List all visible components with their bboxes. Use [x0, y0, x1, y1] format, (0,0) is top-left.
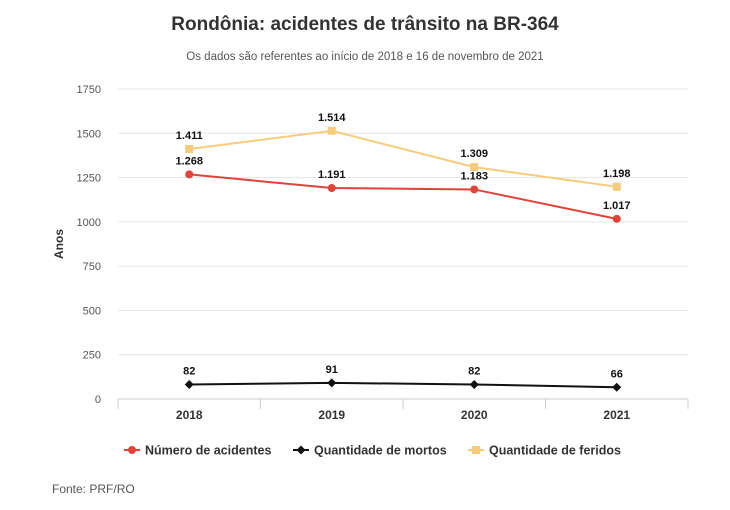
legend-marker — [128, 446, 136, 454]
source-note: Fonte: PRF/RO — [52, 482, 135, 496]
x-tick-label: 2018 — [176, 408, 203, 422]
legend-item: Quantidade de feridos — [468, 444, 621, 458]
legend: Número de acidentes Quantidade de mortos Q… — [124, 444, 621, 458]
chart-title: Rondônia: acidentes de trânsito na BR-36… — [171, 14, 559, 35]
data-label: 82 — [183, 365, 195, 377]
data-label: 1.411 — [176, 130, 203, 142]
series-line — [189, 381, 617, 389]
series-layer: 1.411 1.514 1.309 1.198 1.268 1.191 1.183 1.017… — [175, 112, 631, 392]
data-label: 66 — [611, 368, 623, 380]
data-point — [184, 379, 194, 389]
x-tick-label: 2020 — [461, 408, 488, 422]
y-tick-label: 750 — [83, 261, 101, 273]
series-0: 1.268 1.191 1.183 1.017 — [175, 155, 631, 223]
series-1: 82 91 82 66 — [183, 364, 623, 392]
legend-item: Quantidade de mortos — [293, 444, 447, 458]
data-label: 1.017 — [603, 200, 631, 212]
data-point — [327, 184, 336, 193]
series-2: 1.411 1.514 1.309 1.198 — [176, 112, 631, 191]
gridlines — [118, 88, 688, 356]
data-point — [612, 182, 621, 191]
data-point — [470, 185, 479, 194]
series-line — [189, 129, 617, 188]
data-point — [612, 214, 621, 223]
x-axis: 2018 2019 2020 2021 — [117, 398, 689, 422]
data-point — [185, 145, 194, 154]
y-tick-label: 1750 — [77, 84, 101, 96]
data-point — [327, 126, 336, 135]
legend-marker — [472, 446, 480, 454]
y-tick-label: 1000 — [77, 217, 101, 229]
x-tick-label: 2021 — [603, 408, 630, 422]
y-axis-label: Anos — [52, 229, 66, 259]
data-point — [470, 163, 479, 172]
series-line — [189, 173, 617, 220]
data-label: 1.309 — [460, 148, 488, 160]
legend-label: Número de acidentes — [145, 444, 271, 458]
y-tick-label: 250 — [83, 350, 101, 362]
y-tick-label: 500 — [83, 305, 101, 317]
legend-marker — [296, 445, 306, 455]
chart-subtitle: Os dados são referentes ao início de 201… — [186, 51, 543, 63]
data-label: 1.191 — [318, 169, 346, 181]
y-axis-ticks: 0 250 500 750 1000 1250 1500 1750 — [77, 84, 101, 406]
data-label: 91 — [326, 364, 338, 376]
data-point — [327, 378, 337, 388]
x-tick-label: 2019 — [318, 408, 345, 422]
legend-label: Quantidade de feridos — [489, 444, 621, 458]
data-point — [469, 379, 479, 389]
data-point — [612, 382, 622, 392]
data-label: 1.198 — [603, 168, 631, 180]
data-label: 1.268 — [175, 155, 203, 167]
data-label: 1.514 — [318, 112, 346, 124]
y-tick-label: 0 — [95, 394, 101, 406]
data-label: 82 — [468, 365, 480, 377]
legend-item: Número de acidentes — [124, 444, 271, 458]
legend-label: Quantidade de mortos — [314, 444, 447, 458]
data-label: 1.183 — [460, 170, 488, 182]
y-tick-label: 1500 — [77, 128, 101, 140]
y-tick-label: 1250 — [77, 173, 101, 185]
data-point — [185, 170, 194, 179]
